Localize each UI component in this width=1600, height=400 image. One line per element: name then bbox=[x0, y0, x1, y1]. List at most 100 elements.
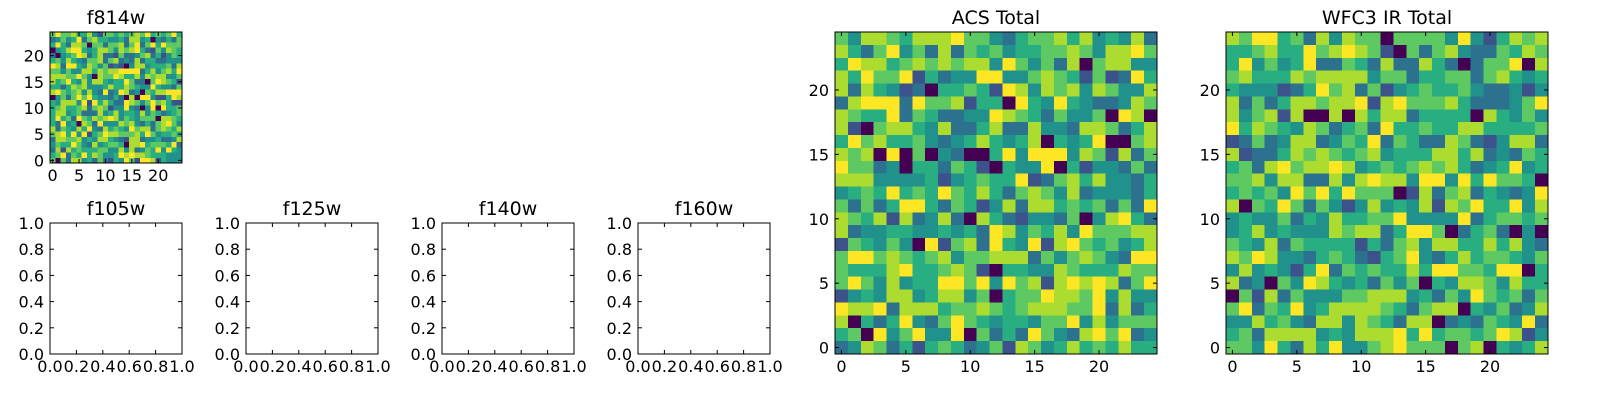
heatmap-cell bbox=[873, 225, 888, 239]
heatmap-cell bbox=[1406, 44, 1420, 59]
panel-title-wfc3-ir-total: WFC3 IR Total bbox=[1322, 7, 1452, 29]
heatmap-cell bbox=[938, 57, 952, 72]
heatmap-cell bbox=[1277, 341, 1291, 355]
heatmap-cell bbox=[76, 84, 83, 91]
heatmap-cell bbox=[97, 126, 104, 133]
heatmap-cell bbox=[1002, 147, 1016, 162]
heatmap-cell bbox=[899, 289, 913, 304]
heatmap-cell bbox=[1264, 147, 1279, 162]
heatmap-cell bbox=[1277, 212, 1291, 226]
heatmap-cell bbox=[1432, 238, 1446, 252]
heatmap-cell bbox=[123, 89, 130, 96]
heatmap-cell bbox=[176, 142, 183, 148]
heatmap-cell bbox=[139, 105, 146, 112]
heatmap-cell bbox=[1432, 302, 1446, 316]
heatmap-cell bbox=[166, 47, 173, 54]
heatmap-cell bbox=[1509, 276, 1523, 291]
heatmap-cell bbox=[835, 225, 849, 239]
heatmap-cell bbox=[1041, 70, 1055, 85]
heatmap-cell bbox=[1535, 212, 1549, 226]
heatmap-cell bbox=[912, 199, 926, 213]
heatmap-cell bbox=[1079, 212, 1094, 226]
heatmap-cells-f814w bbox=[50, 32, 183, 164]
heatmap-cell bbox=[1238, 147, 1253, 162]
heatmap-cell bbox=[113, 37, 120, 44]
heatmap-cell bbox=[129, 63, 136, 70]
heatmap-cell bbox=[1406, 173, 1420, 188]
heatmap-cell bbox=[134, 58, 141, 65]
heatmap-cell bbox=[1264, 44, 1279, 59]
heatmap-cell bbox=[1118, 160, 1132, 175]
heatmap-cell bbox=[150, 147, 157, 154]
heatmap-cell bbox=[155, 136, 162, 143]
heatmap-cell bbox=[1341, 109, 1356, 123]
heatmap-cell bbox=[118, 94, 125, 101]
heatmap-cell bbox=[976, 289, 991, 304]
heatmap-cell bbox=[50, 89, 56, 96]
heatmap-cell bbox=[886, 212, 900, 226]
heatmap-cell bbox=[65, 100, 72, 106]
heatmap-cell bbox=[1457, 147, 1472, 162]
heatmap-cell bbox=[1277, 57, 1291, 72]
heatmap-cell bbox=[97, 110, 104, 117]
heatmap-cell bbox=[1041, 341, 1055, 355]
heatmap-cell bbox=[139, 147, 146, 154]
heatmap-cell bbox=[860, 315, 875, 329]
heatmap-cell bbox=[1393, 147, 1407, 162]
heatmap-cell bbox=[113, 100, 120, 106]
heatmap-cell bbox=[1041, 302, 1055, 316]
heatmap-cell bbox=[1354, 147, 1369, 162]
heatmap-cell bbox=[989, 44, 1004, 59]
heatmap-cell bbox=[1329, 225, 1343, 239]
heatmap-cell bbox=[1264, 160, 1279, 175]
heatmap-cell bbox=[1251, 70, 1266, 85]
heatmap-cell bbox=[1264, 315, 1279, 329]
heatmap-cell bbox=[134, 68, 141, 75]
heatmap-cell bbox=[1079, 250, 1094, 265]
heatmap-cell bbox=[1496, 341, 1510, 355]
heatmap-cell bbox=[166, 58, 173, 65]
heatmap-cell bbox=[1496, 160, 1510, 175]
heatmap-cell bbox=[92, 131, 99, 138]
heatmap-cell bbox=[1341, 199, 1356, 213]
x-tick-label: 20 bbox=[1089, 357, 1109, 376]
heatmap-cell bbox=[1028, 160, 1042, 175]
heatmap-cell bbox=[1470, 186, 1485, 201]
heatmap-cell bbox=[86, 89, 93, 96]
heatmap-cell bbox=[60, 73, 67, 80]
heatmap-cell bbox=[1329, 186, 1343, 201]
heatmap-cell bbox=[1419, 341, 1433, 355]
heatmap-cell bbox=[989, 32, 1004, 46]
heatmap-cell bbox=[150, 136, 157, 143]
heatmap-cell bbox=[123, 142, 130, 148]
heatmap-cell bbox=[92, 152, 99, 159]
heatmap-cell bbox=[1470, 122, 1485, 136]
heatmap-cell bbox=[1354, 122, 1369, 136]
heatmap-cell bbox=[1444, 109, 1459, 123]
heatmap-cell bbox=[1041, 32, 1055, 46]
heatmap-cell bbox=[1092, 32, 1107, 46]
heatmap-cell bbox=[938, 238, 952, 252]
heatmap-cell bbox=[1079, 32, 1094, 46]
heatmap-cell bbox=[1041, 315, 1055, 329]
heatmap-cell bbox=[50, 37, 56, 44]
x-tick-label: 0.8 bbox=[143, 357, 168, 376]
heatmap-cell bbox=[1483, 302, 1498, 316]
heatmap-cell bbox=[899, 109, 913, 123]
heatmap-cell bbox=[1028, 135, 1042, 149]
x-tick-label: 0.6 bbox=[704, 357, 729, 376]
heatmap-cell bbox=[847, 70, 862, 85]
heatmap-cell bbox=[1367, 289, 1382, 304]
heatmap-cell bbox=[150, 110, 157, 117]
heatmap-cell bbox=[925, 199, 939, 213]
heatmap-cell bbox=[1238, 250, 1253, 265]
heatmap-cell bbox=[1329, 109, 1343, 123]
heatmap-cell bbox=[835, 250, 849, 265]
heatmap-cell bbox=[886, 199, 900, 213]
heatmap-cell bbox=[1367, 160, 1382, 175]
heatmap-cell bbox=[1457, 109, 1472, 123]
heatmap-cell bbox=[1316, 160, 1330, 175]
heatmap-cell bbox=[1079, 199, 1094, 213]
heatmap-cell bbox=[86, 131, 93, 138]
heatmap-cell bbox=[1277, 250, 1291, 265]
